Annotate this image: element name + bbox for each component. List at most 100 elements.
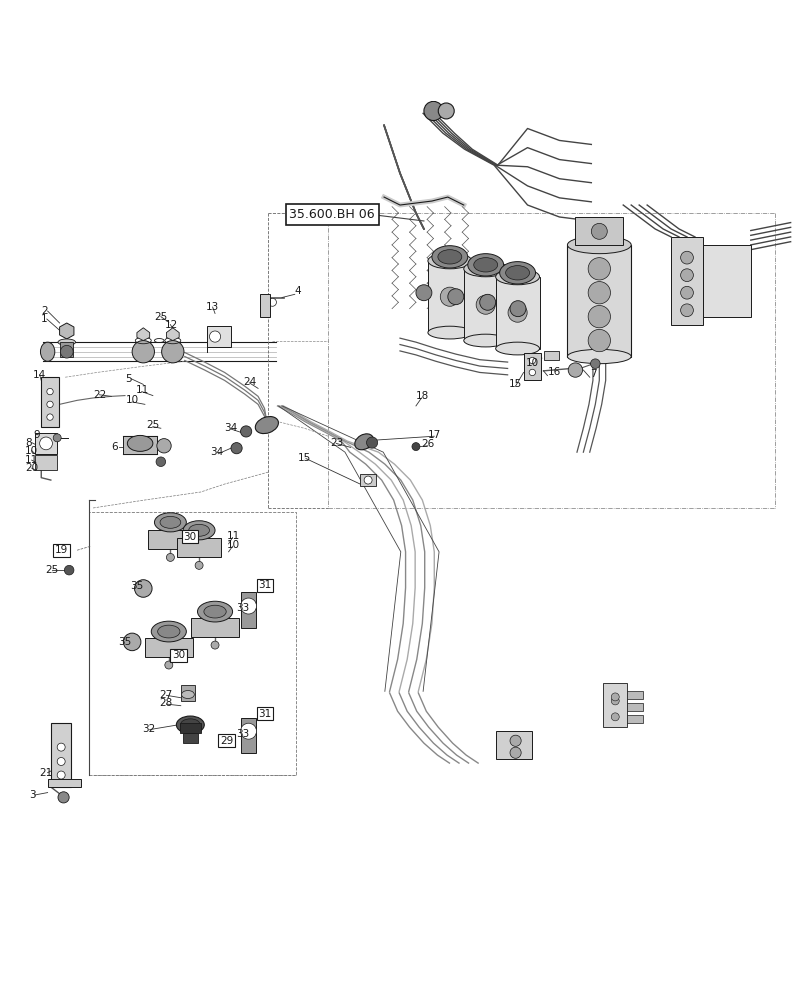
Ellipse shape	[189, 524, 210, 536]
Circle shape	[568, 363, 582, 377]
Text: 2: 2	[42, 306, 48, 316]
Bar	[523, 353, 541, 380]
Text: 15: 15	[510, 379, 522, 389]
Text: 24: 24	[243, 377, 256, 387]
Bar	[627, 715, 643, 723]
Ellipse shape	[41, 342, 55, 361]
Circle shape	[681, 269, 694, 282]
Circle shape	[241, 723, 257, 739]
Polygon shape	[59, 323, 74, 339]
Circle shape	[47, 401, 54, 408]
Bar	[567, 245, 631, 357]
Text: 30: 30	[183, 532, 196, 542]
Ellipse shape	[160, 516, 181, 528]
Text: 25: 25	[146, 420, 160, 430]
Circle shape	[588, 258, 610, 280]
Text: 21: 21	[39, 768, 52, 778]
Text: 5: 5	[125, 374, 131, 384]
Text: 33: 33	[237, 729, 250, 739]
Bar	[51, 723, 70, 787]
Text: 20: 20	[26, 463, 38, 473]
Circle shape	[156, 457, 166, 467]
Text: 13: 13	[206, 302, 219, 312]
Circle shape	[588, 305, 610, 328]
Ellipse shape	[198, 601, 233, 622]
Bar	[360, 474, 376, 486]
Circle shape	[123, 633, 141, 651]
Ellipse shape	[474, 258, 498, 272]
Polygon shape	[137, 328, 150, 341]
Text: 31: 31	[258, 709, 271, 719]
Circle shape	[590, 359, 600, 368]
Bar	[35, 455, 57, 470]
Circle shape	[166, 553, 174, 561]
Bar	[428, 261, 472, 333]
Text: 35: 35	[130, 581, 144, 591]
Bar	[89, 512, 296, 775]
Ellipse shape	[567, 349, 631, 364]
Bar	[496, 731, 531, 759]
Ellipse shape	[464, 261, 508, 277]
Circle shape	[132, 341, 154, 363]
Text: 7: 7	[590, 369, 596, 379]
Bar	[177, 538, 222, 557]
Text: 8: 8	[26, 438, 32, 448]
Text: 27: 27	[159, 690, 173, 700]
Text: 6: 6	[111, 442, 118, 452]
Bar	[261, 294, 270, 317]
Circle shape	[510, 301, 526, 317]
Circle shape	[157, 439, 171, 453]
Bar	[180, 723, 201, 733]
Circle shape	[681, 304, 694, 317]
Circle shape	[588, 282, 610, 304]
Ellipse shape	[567, 236, 631, 254]
Circle shape	[64, 565, 74, 575]
Circle shape	[165, 661, 173, 669]
Text: 10: 10	[526, 358, 539, 368]
Text: 34: 34	[224, 423, 237, 433]
Circle shape	[58, 792, 69, 803]
Bar	[48, 779, 81, 787]
Ellipse shape	[432, 246, 468, 268]
Ellipse shape	[58, 339, 75, 345]
Text: 30: 30	[172, 650, 185, 660]
Ellipse shape	[438, 250, 462, 264]
Text: 4: 4	[294, 286, 302, 296]
Circle shape	[480, 294, 496, 310]
Text: 25: 25	[46, 565, 58, 575]
Circle shape	[57, 771, 65, 779]
Bar	[148, 530, 193, 549]
Text: 11: 11	[227, 531, 240, 541]
Bar	[242, 718, 256, 753]
Ellipse shape	[500, 262, 535, 284]
Bar	[464, 269, 508, 341]
Circle shape	[211, 641, 219, 649]
Ellipse shape	[464, 334, 508, 347]
Circle shape	[162, 341, 184, 363]
Circle shape	[611, 693, 619, 701]
Polygon shape	[166, 328, 179, 341]
Text: 28: 28	[159, 698, 173, 708]
Circle shape	[681, 286, 694, 299]
Text: 16: 16	[547, 367, 561, 377]
Text: 17: 17	[428, 430, 441, 440]
Circle shape	[681, 251, 694, 264]
Circle shape	[241, 598, 257, 614]
Ellipse shape	[204, 605, 226, 618]
Ellipse shape	[182, 691, 194, 699]
Bar	[575, 217, 623, 245]
Circle shape	[134, 580, 152, 597]
Ellipse shape	[496, 342, 539, 355]
Circle shape	[366, 437, 378, 448]
Ellipse shape	[154, 513, 186, 532]
Text: 19: 19	[55, 545, 68, 555]
Text: 12: 12	[165, 320, 178, 330]
Text: 29: 29	[220, 736, 233, 746]
Ellipse shape	[183, 521, 215, 540]
Circle shape	[210, 331, 221, 342]
Circle shape	[47, 414, 54, 420]
Circle shape	[591, 223, 607, 239]
Bar	[496, 277, 539, 349]
Circle shape	[54, 434, 61, 442]
Text: 3: 3	[30, 790, 36, 800]
